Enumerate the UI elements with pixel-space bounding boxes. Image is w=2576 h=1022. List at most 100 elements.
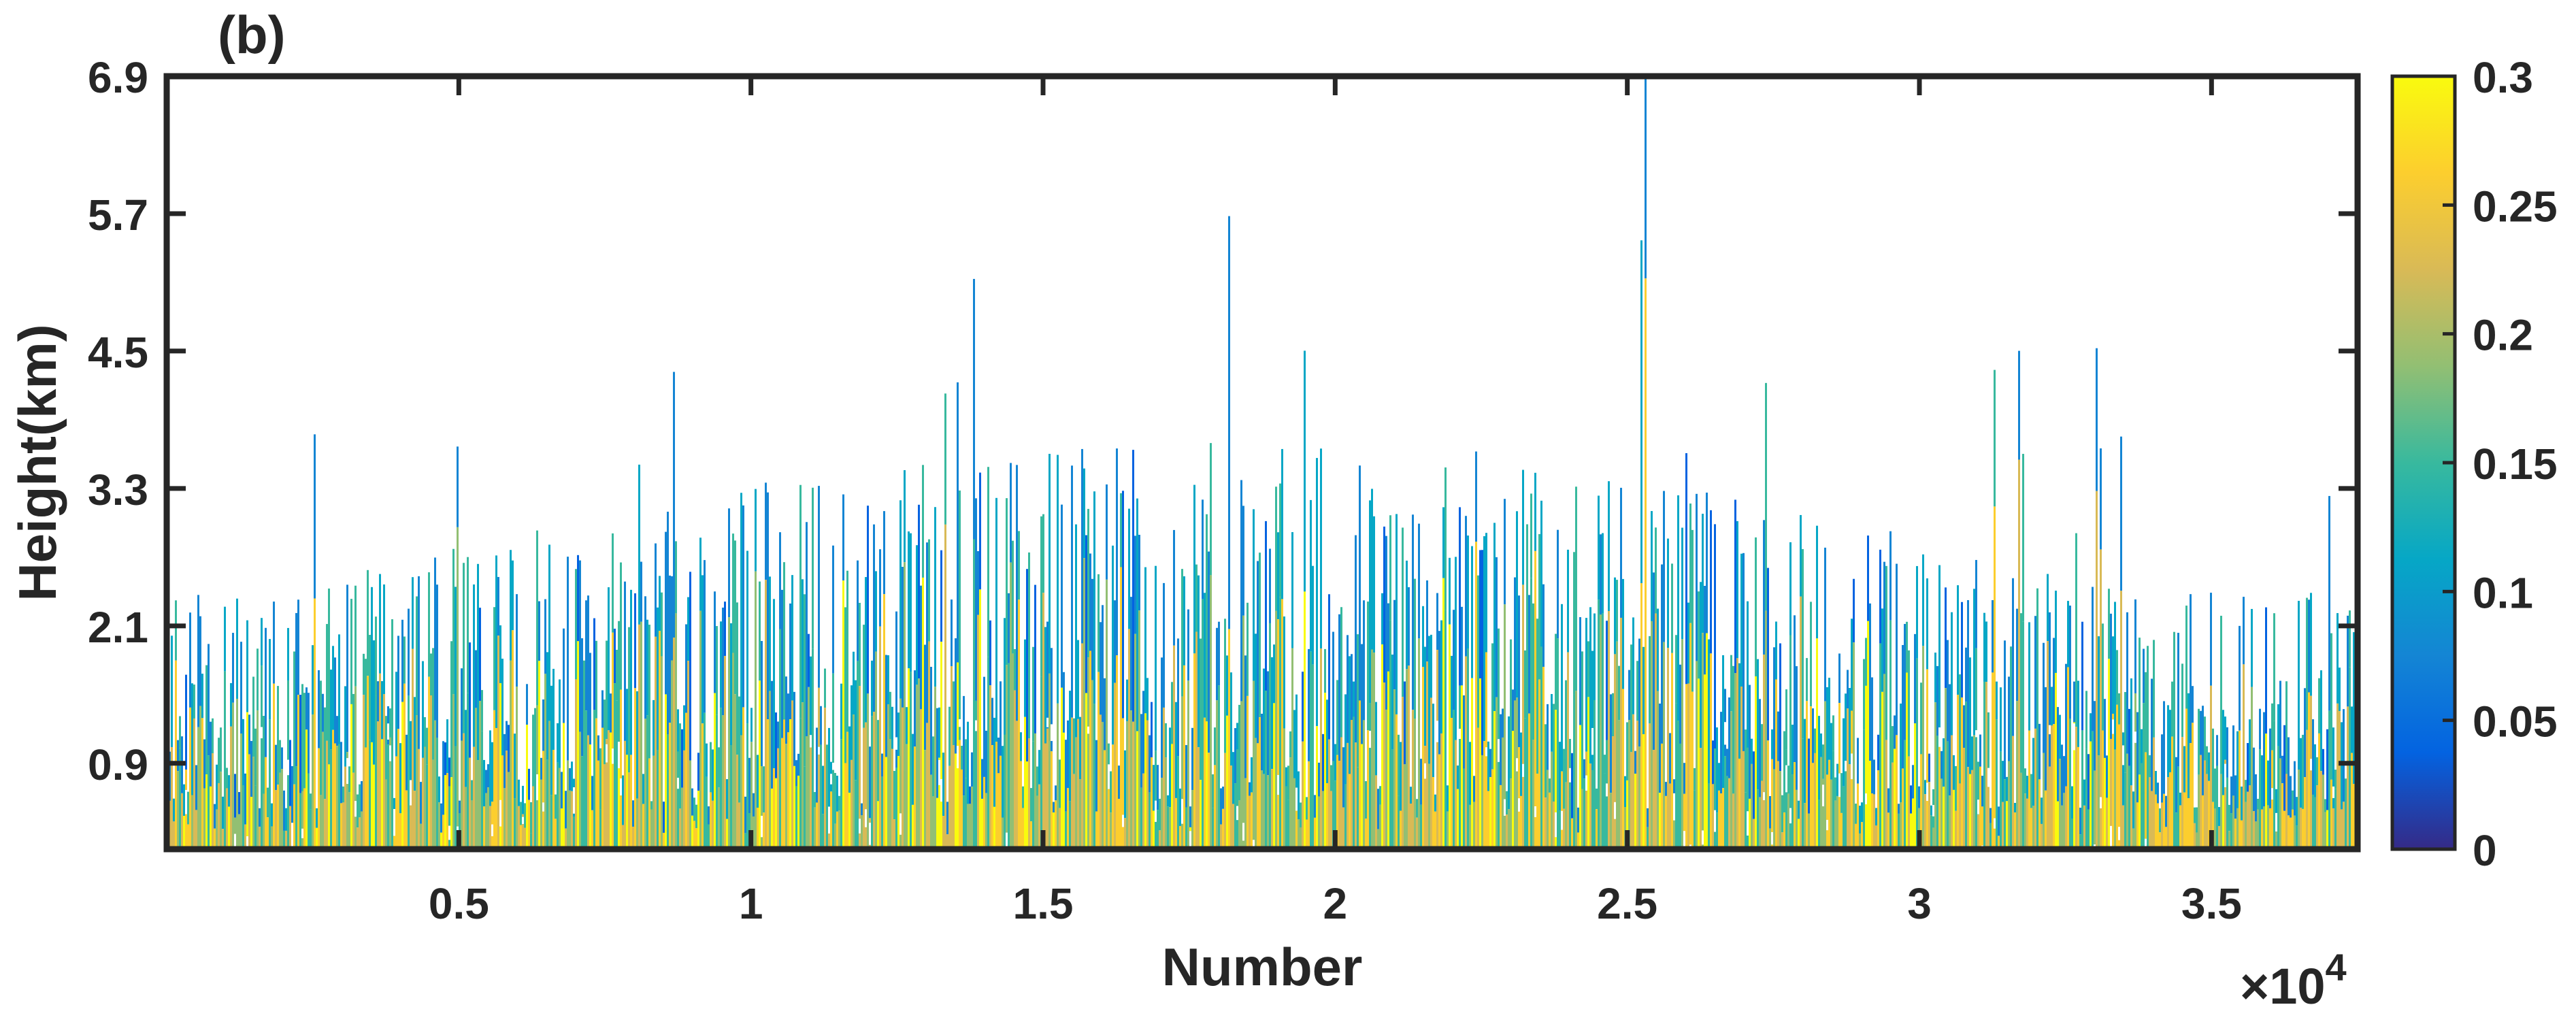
heatmap-column-upper xyxy=(459,800,461,814)
heatmap-column-lower xyxy=(573,817,575,849)
heatmap-column-upper xyxy=(2161,734,2163,803)
heatmap-column-lower xyxy=(2261,809,2263,849)
heatmap-column-lower xyxy=(1600,614,1602,849)
heatmap-column-upper xyxy=(1293,710,1295,778)
heatmap-column-upper xyxy=(1959,674,1961,784)
heatmap-column-lower xyxy=(1575,691,1577,849)
heatmap-column-upper xyxy=(1389,515,1391,621)
heatmap-column-lower xyxy=(716,714,718,849)
heatmap-column-lower xyxy=(2187,798,2190,849)
heatmap-column-upper xyxy=(1216,627,1218,701)
heatmap-column-upper xyxy=(777,721,779,748)
heatmap-column-lower xyxy=(1396,714,1398,849)
heatmap-gap xyxy=(2118,827,2120,840)
heatmap-column-upper xyxy=(928,539,930,642)
heatmap-column-upper xyxy=(1694,768,1696,791)
heatmap-column-lower xyxy=(1491,769,1493,849)
heatmap-column-upper xyxy=(463,563,465,733)
heatmap-column-lower xyxy=(2041,823,2043,849)
heatmap-column-upper xyxy=(808,633,810,687)
heatmap-column-lower xyxy=(252,757,254,849)
heatmap-column-upper xyxy=(646,619,648,716)
heatmap-gap xyxy=(1606,783,1608,797)
heatmap-column-lower xyxy=(477,760,479,849)
heatmap-column-upper xyxy=(965,739,967,778)
heatmap-column-upper xyxy=(1657,608,1659,691)
heatmap-column-lower xyxy=(1422,667,1424,849)
heatmap-column-upper xyxy=(881,753,883,777)
heatmap-column-upper xyxy=(1675,635,1677,704)
heatmap-column-lower xyxy=(1393,689,1396,849)
heatmap-column-lower xyxy=(1804,803,1806,849)
heatmap-column-lower xyxy=(893,819,895,849)
heatmap-column-upper xyxy=(632,800,634,827)
heatmap-column-lower xyxy=(1612,736,1614,849)
heatmap-gap xyxy=(1714,810,1716,832)
heatmap-gap xyxy=(818,746,820,755)
heatmap-column-upper xyxy=(1759,699,1761,797)
heatmap-column-lower xyxy=(1632,714,1634,849)
heatmap-column-lower xyxy=(1269,623,1271,849)
heatmap-gap xyxy=(1369,731,1371,748)
heatmap-column-upper xyxy=(750,708,753,742)
heatmap-column-upper xyxy=(571,761,573,791)
heatmap-column-upper xyxy=(689,572,691,761)
heatmap-column-lower xyxy=(1577,832,1579,849)
heatmap-column-lower xyxy=(1642,734,1645,849)
heatmap-gap xyxy=(387,723,389,740)
heatmap-column-lower xyxy=(1053,812,1055,849)
heatmap-column-upper xyxy=(218,738,220,783)
heatmap-column-lower xyxy=(1214,765,1216,849)
heatmap-gap xyxy=(677,778,679,789)
heatmap-column-upper xyxy=(1063,672,1065,733)
heatmap-column-lower xyxy=(1171,744,1173,849)
heatmap-column-lower xyxy=(1175,797,1177,849)
heatmap-column-upper xyxy=(1016,465,1018,721)
heatmap-column-lower xyxy=(487,787,489,849)
heatmap-column-lower xyxy=(1677,721,1679,849)
heatmap-column-upper xyxy=(1961,601,1963,698)
heatmap-column-upper xyxy=(412,577,414,649)
heatmap-column-lower xyxy=(1246,695,1249,849)
heatmap-column-lower xyxy=(1151,757,1153,849)
heatmap-column-upper xyxy=(2243,597,2245,665)
heatmap-column-upper xyxy=(2177,633,2179,767)
heatmap-column-upper xyxy=(2212,728,2214,802)
heatmap-column-lower xyxy=(1224,753,1226,849)
heatmap-column-lower xyxy=(2214,808,2216,849)
heatmap-column-upper xyxy=(2149,755,2151,778)
heatmap-column-upper xyxy=(403,636,406,684)
heatmap-column-upper xyxy=(1065,740,1067,812)
heatmap-column-lower xyxy=(963,795,965,849)
heatmap-column-upper xyxy=(593,618,595,710)
heatmap-column-lower xyxy=(1749,798,1751,849)
heatmap-column-lower xyxy=(720,708,722,849)
heatmap-column-upper xyxy=(1606,621,1608,740)
heatmap-column-lower xyxy=(2116,704,2118,849)
heatmap-column-lower xyxy=(618,762,620,849)
heatmap-gap xyxy=(1516,758,1518,772)
heatmap-column-lower xyxy=(1442,578,1444,849)
heatmap-column-lower xyxy=(1665,795,1667,849)
heatmap-column-lower xyxy=(285,830,287,849)
heatmap-column-lower xyxy=(675,613,677,849)
heatmap-column-lower xyxy=(1889,620,1892,849)
heatmap-column-upper xyxy=(1524,650,1526,719)
heatmap-column-upper xyxy=(840,683,842,740)
heatmap-column-upper xyxy=(1661,564,1663,744)
heatmap-column-upper xyxy=(1379,786,1381,805)
heatmap-column-lower xyxy=(2045,790,2047,849)
heatmap-gap xyxy=(1718,717,1720,729)
heatmap-column-lower xyxy=(1334,780,1336,849)
heatmap-column-lower xyxy=(1561,771,1563,849)
heatmap-column-upper xyxy=(359,784,361,818)
heatmap-column-lower xyxy=(1318,796,1320,849)
heatmap-column-upper xyxy=(534,708,536,804)
heatmap-column-upper xyxy=(1179,788,1181,826)
heatmap-column-lower xyxy=(248,754,250,849)
heatmap-column-lower xyxy=(887,704,889,849)
heatmap-column-upper xyxy=(1095,740,1097,812)
heatmap-column-lower xyxy=(2306,729,2308,849)
heatmap-column-lower xyxy=(1649,723,1651,849)
heatmap-gap xyxy=(1504,799,1506,816)
